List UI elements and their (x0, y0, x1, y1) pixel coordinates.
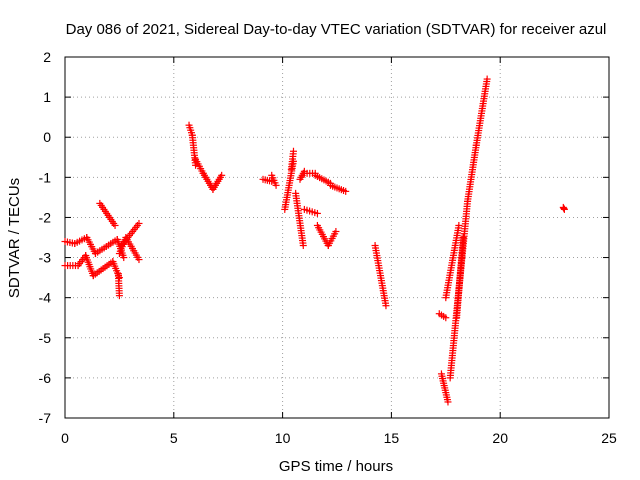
y-tick-label: 2 (43, 49, 51, 65)
data-point (135, 256, 143, 264)
data-point (483, 75, 491, 83)
data-points (61, 75, 568, 406)
x-tick-label: 20 (492, 430, 508, 446)
data-point (560, 205, 568, 213)
y-tick-label: 0 (43, 129, 51, 145)
y-tick-label: -4 (39, 290, 52, 306)
y-tick-label: -1 (39, 169, 52, 185)
data-point (442, 314, 450, 322)
data-point (115, 274, 123, 282)
data-point (111, 221, 119, 229)
y-tick-label: -3 (39, 250, 52, 266)
y-axis-label: SDTVAR / TECUs (6, 178, 23, 298)
x-tick-label: 5 (170, 430, 178, 446)
x-tick-label: 15 (384, 430, 400, 446)
grid (65, 57, 609, 418)
data-point (342, 187, 350, 195)
x-axis-label: GPS time / hours (279, 458, 393, 475)
y-tick-label: -5 (39, 330, 52, 346)
x-tick-label: 25 (601, 430, 617, 446)
y-tick-label: -7 (39, 410, 52, 426)
data-point (120, 254, 128, 262)
y-tick-label: -6 (39, 370, 52, 386)
x-tick-label: 0 (61, 430, 69, 446)
chart-title: Day 086 of 2021, Sidereal Day-to-day VTE… (66, 21, 607, 38)
data-point (382, 302, 390, 310)
data-point (313, 209, 321, 217)
data-point (444, 398, 452, 406)
data-point (459, 234, 467, 241)
data-point (218, 171, 226, 179)
axis-ticks: 0 5 10 15 20 25 -7 -6 -5 -4 -3 -2 -1 0 1 2 (39, 49, 617, 446)
data-point (332, 227, 340, 235)
data-point (115, 292, 123, 300)
x-tick-label: 10 (275, 430, 291, 446)
data-point (299, 242, 307, 250)
y-tick-label: 1 (43, 89, 51, 105)
y-tick-label: -2 (39, 209, 52, 225)
data-point (455, 221, 463, 229)
data-point (272, 181, 280, 189)
data-point (135, 219, 143, 227)
plot-frame (64, 56, 610, 419)
data-point (289, 147, 297, 155)
